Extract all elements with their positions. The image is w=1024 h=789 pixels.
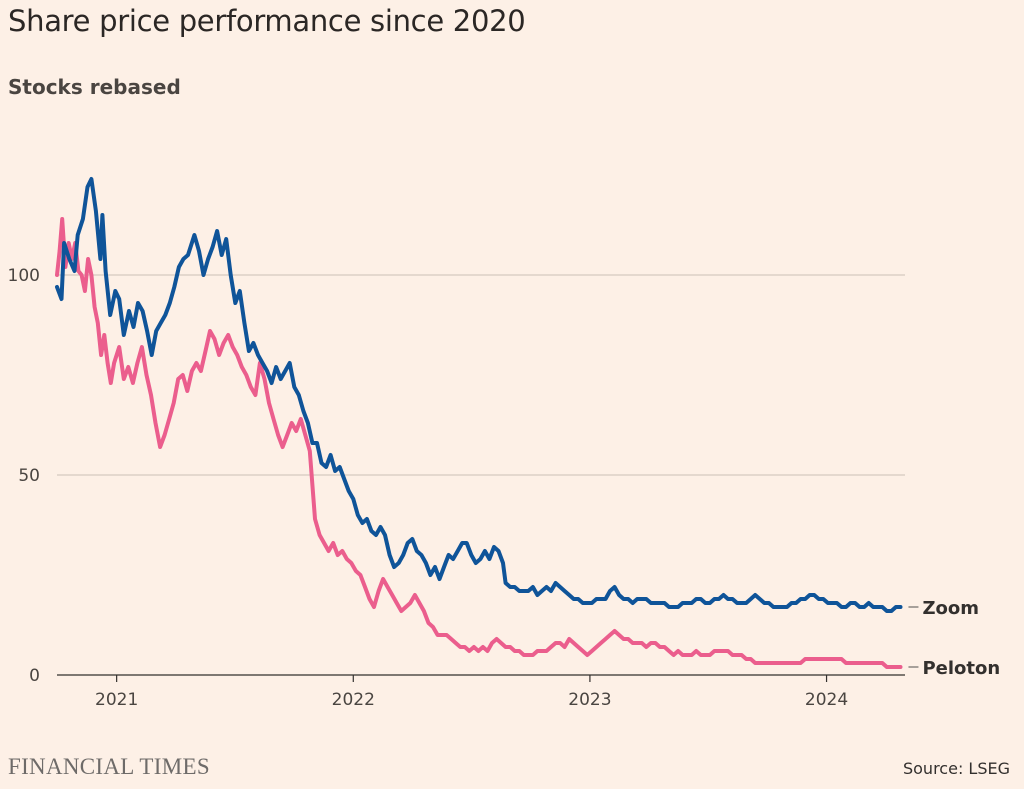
x-tick-label-2023: 2023 bbox=[568, 690, 611, 710]
y-tick-label-50: 50 bbox=[18, 466, 40, 486]
series-label-peloton: Peloton bbox=[922, 658, 1000, 679]
ft-logo: FINANCIAL TIMES bbox=[8, 754, 210, 779]
chart-title: Share price performance since 2020 bbox=[8, 4, 526, 38]
chart-subtitle: Stocks rebased bbox=[8, 75, 181, 99]
y-tick-label-0: 0 bbox=[29, 666, 40, 686]
y-tick-label-100: 100 bbox=[8, 266, 40, 286]
series-line-zoom bbox=[55, 177, 903, 613]
series-line-peloton bbox=[55, 217, 903, 669]
x-tick-label-2024: 2024 bbox=[805, 690, 848, 710]
x-tick-label-2022: 2022 bbox=[332, 690, 375, 710]
x-tick-label-2021: 2021 bbox=[95, 690, 138, 710]
series-label-zoom: Zoom bbox=[922, 598, 979, 619]
source-note: Source: LSEG bbox=[902, 759, 1010, 778]
